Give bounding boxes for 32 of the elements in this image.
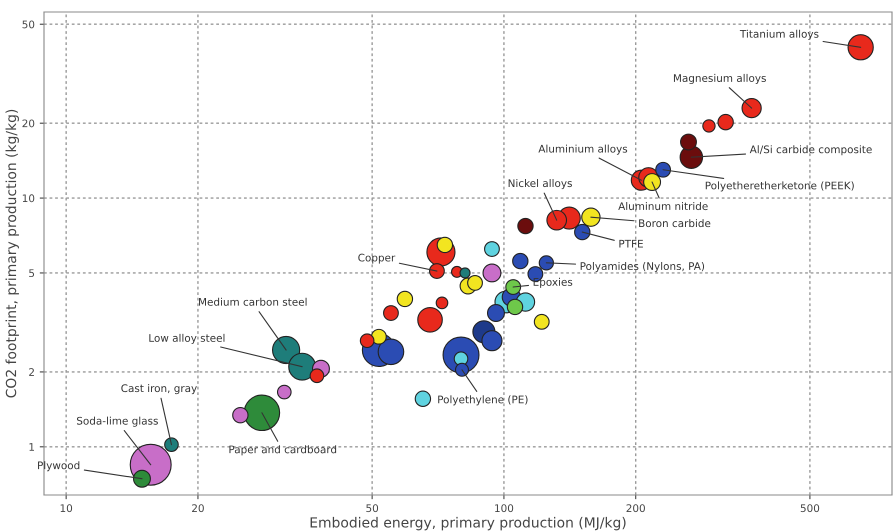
annotation: Aluminium alloys xyxy=(538,144,628,155)
annotation: Polyethylene (PE) xyxy=(438,395,528,406)
x-tick-label: 200 xyxy=(626,504,645,512)
y-tick-label: 1 xyxy=(29,443,34,451)
x-tick-label: 50 xyxy=(366,504,378,512)
y-tick-label: 2 xyxy=(29,368,34,376)
annotation: Paper and cardboard xyxy=(229,445,336,456)
annotation: Polyetheretherketone (PEEK) xyxy=(706,181,854,192)
x-tick-label: 500 xyxy=(800,504,820,512)
annotation: Aluminum nitride xyxy=(618,202,708,210)
annotation: Titanium alloys xyxy=(740,30,818,40)
y-tick-label: 10 xyxy=(22,194,34,202)
y-tick-label: 5 xyxy=(29,269,34,278)
annotation: Polyamides (Nylons, PA) xyxy=(580,262,704,272)
y-axis-title: CO2 footprint, primary production (kg/kg) xyxy=(5,110,19,398)
annotation: Cast iron, gray xyxy=(121,384,197,394)
annotation: Boron carbide xyxy=(639,219,710,228)
annotation: Soda-lime glass xyxy=(76,416,158,427)
annotation: Medium carbon steel xyxy=(199,298,307,306)
annotation: Low alloy steel xyxy=(149,334,224,344)
annotation: Magnesium alloys xyxy=(674,74,766,84)
y-tick-label: 50 xyxy=(22,20,34,28)
x-tick-label: 20 xyxy=(192,504,204,512)
x-tick-label: 100 xyxy=(495,504,514,512)
annotation: Copper xyxy=(358,254,396,264)
x-tick-label: 10 xyxy=(60,504,72,512)
x-axis-title: Embodied energy, primary production (MJ/kg) xyxy=(310,516,626,530)
y-tick-label: 20 xyxy=(22,119,34,128)
annotation: Epoxies xyxy=(534,278,572,288)
annotation: PTFE xyxy=(619,240,643,248)
annotation: Nickel alloys xyxy=(508,179,572,190)
annotation: Al/Si carbide composite xyxy=(750,145,872,156)
